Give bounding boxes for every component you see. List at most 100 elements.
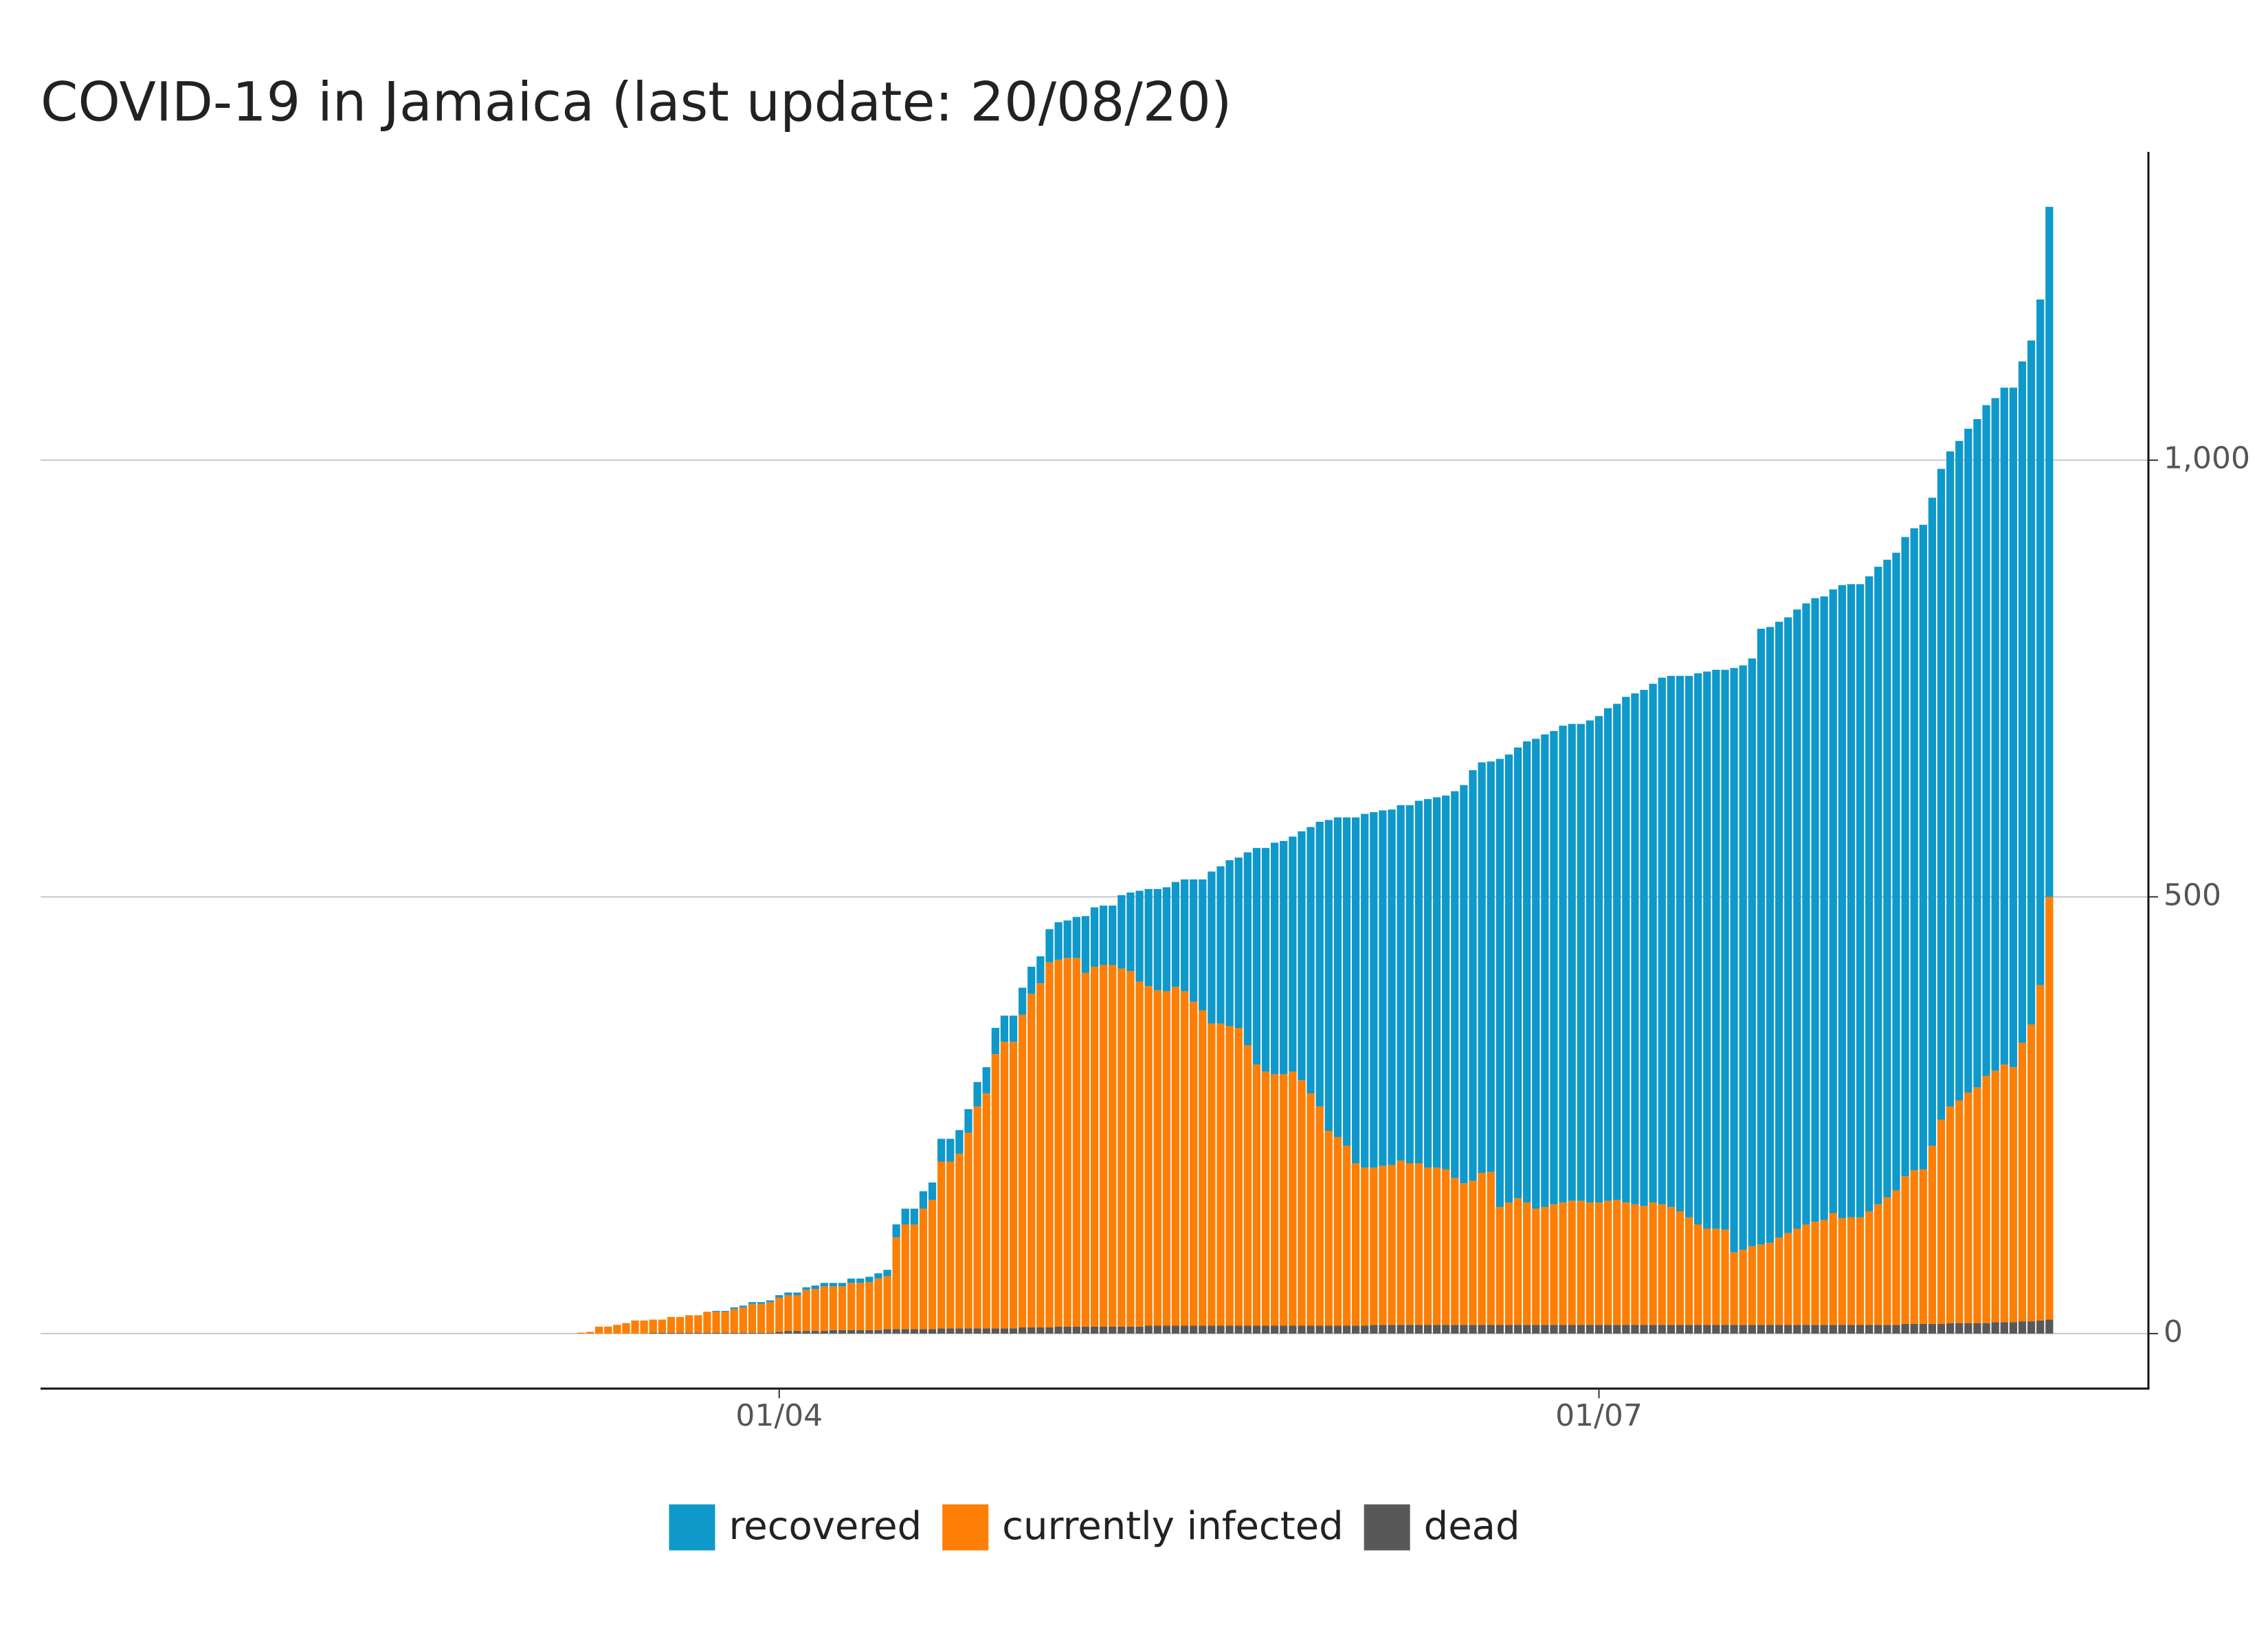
bar-segment bbox=[811, 1331, 819, 1334]
bar-segment bbox=[928, 1200, 937, 1330]
bar-segment bbox=[820, 1286, 828, 1332]
bar-segment bbox=[730, 1332, 738, 1334]
bar-segment bbox=[1135, 1326, 1144, 1334]
bar-segment bbox=[1036, 956, 1045, 984]
bar-segment bbox=[1342, 817, 1351, 1146]
bar-segment bbox=[1442, 1169, 1450, 1325]
bar-segment bbox=[1568, 1325, 1576, 1334]
y-tick-label: 0 bbox=[2164, 1314, 2183, 1349]
bar-segment bbox=[838, 1286, 847, 1330]
bar-segment bbox=[1315, 1106, 1324, 1326]
bar-segment bbox=[1829, 1325, 1837, 1334]
bar-segment bbox=[622, 1323, 630, 1334]
bar-segment bbox=[1414, 1325, 1423, 1334]
bar-segment bbox=[1063, 1326, 1071, 1334]
bar-segment bbox=[1982, 1323, 1990, 1334]
bar-segment bbox=[1234, 1028, 1243, 1326]
bar-segment bbox=[1451, 1325, 1459, 1334]
bar-segment bbox=[1892, 1325, 1900, 1334]
bar-segment bbox=[1766, 1325, 1775, 1334]
bar-segment bbox=[901, 1224, 909, 1330]
bar-segment bbox=[919, 1209, 928, 1330]
bar-segment bbox=[2036, 299, 2045, 985]
bar-segment bbox=[2000, 1322, 2008, 1334]
bar-segment bbox=[1027, 994, 1036, 1328]
bar-segment bbox=[1225, 1325, 1234, 1334]
bar-segment bbox=[1271, 1074, 1279, 1326]
bar-segment bbox=[1856, 1217, 1865, 1325]
bar-segment bbox=[1063, 958, 1071, 1327]
bar-segment bbox=[766, 1302, 775, 1333]
bar-segment bbox=[865, 1281, 874, 1330]
bar-segment bbox=[847, 1283, 856, 1330]
bar-segment bbox=[883, 1276, 891, 1330]
y-tick-label: 500 bbox=[2164, 877, 2221, 912]
bar-segment bbox=[1856, 1325, 1865, 1334]
bar-segment bbox=[1865, 1325, 1874, 1334]
bar-segment bbox=[721, 1332, 729, 1334]
bar-segment bbox=[1216, 1023, 1225, 1326]
bar-segment bbox=[1469, 770, 1477, 1181]
legend-swatch bbox=[942, 1504, 989, 1551]
bar-segment bbox=[1072, 917, 1080, 958]
bar-segment bbox=[1513, 747, 1522, 1198]
bar-segment bbox=[1423, 1325, 1432, 1334]
legend-swatch bbox=[669, 1504, 715, 1551]
bar-segment bbox=[1234, 1325, 1243, 1334]
bar-segment bbox=[1712, 1229, 1720, 1325]
bar-segment bbox=[1658, 677, 1666, 1204]
bar-segment bbox=[1613, 1200, 1621, 1325]
bar-segment bbox=[1289, 1071, 1297, 1326]
bar-segment bbox=[1586, 1325, 1594, 1334]
bar-segment bbox=[1388, 809, 1396, 1165]
bar-segment bbox=[721, 1310, 729, 1312]
bar-segment bbox=[1820, 596, 1828, 1220]
bar-segment bbox=[757, 1332, 766, 1334]
bar-segment bbox=[1991, 1322, 1999, 1334]
bar-segment bbox=[1910, 528, 1918, 1171]
legend-label: dead bbox=[1424, 1504, 1520, 1549]
bar-segment bbox=[946, 1138, 955, 1162]
bar-segment bbox=[1009, 1328, 1018, 1334]
bar-segment bbox=[1919, 524, 1927, 1169]
bar-segment bbox=[1180, 879, 1189, 991]
bar-segment bbox=[1838, 585, 1847, 1219]
bar-segment bbox=[1478, 1173, 1486, 1325]
bar-segment bbox=[937, 1138, 946, 1162]
bar-segment bbox=[1775, 1325, 1783, 1334]
bar-segment bbox=[892, 1329, 900, 1334]
bar-segment bbox=[1712, 1325, 1720, 1334]
bar-segment bbox=[1919, 1169, 1927, 1324]
bar-segment bbox=[2027, 1321, 2036, 1334]
bar-segment bbox=[1370, 1167, 1378, 1325]
legend-label: recovered bbox=[729, 1504, 922, 1549]
bar-segment bbox=[964, 1132, 972, 1329]
bar-segment bbox=[1153, 990, 1161, 1326]
bar-segment bbox=[910, 1209, 918, 1225]
bar-segment bbox=[748, 1302, 757, 1304]
bar-segment bbox=[1460, 1325, 1468, 1334]
bar-segment bbox=[1955, 1323, 1964, 1334]
bar-segment bbox=[2045, 207, 2054, 897]
bar-segment bbox=[991, 1054, 999, 1329]
bar-segment bbox=[2018, 1321, 2027, 1334]
bar-segment bbox=[1865, 1211, 1874, 1325]
bar-segment bbox=[1811, 598, 1819, 1222]
bar-segment bbox=[1171, 1325, 1180, 1334]
bar-segment bbox=[1036, 983, 1045, 1328]
bar-segment bbox=[1766, 1242, 1775, 1325]
bar-segment bbox=[1216, 866, 1225, 1024]
bar-segment bbox=[1748, 1325, 1756, 1334]
bar-segment bbox=[1928, 497, 1937, 1146]
bar-segment bbox=[775, 1332, 783, 1334]
bar-segment bbox=[594, 1326, 603, 1334]
bar-segment bbox=[1667, 675, 1675, 1207]
bar-segment bbox=[1379, 1165, 1387, 1325]
bar-segment bbox=[1298, 831, 1306, 1081]
bar-segment bbox=[1793, 1325, 1801, 1334]
bar-segment bbox=[1036, 1327, 1045, 1334]
bar-segment bbox=[1513, 1325, 1522, 1334]
bar-segment bbox=[1199, 1010, 1207, 1326]
bar-segment bbox=[1487, 1171, 1495, 1325]
bar-segment bbox=[1243, 1325, 1252, 1334]
